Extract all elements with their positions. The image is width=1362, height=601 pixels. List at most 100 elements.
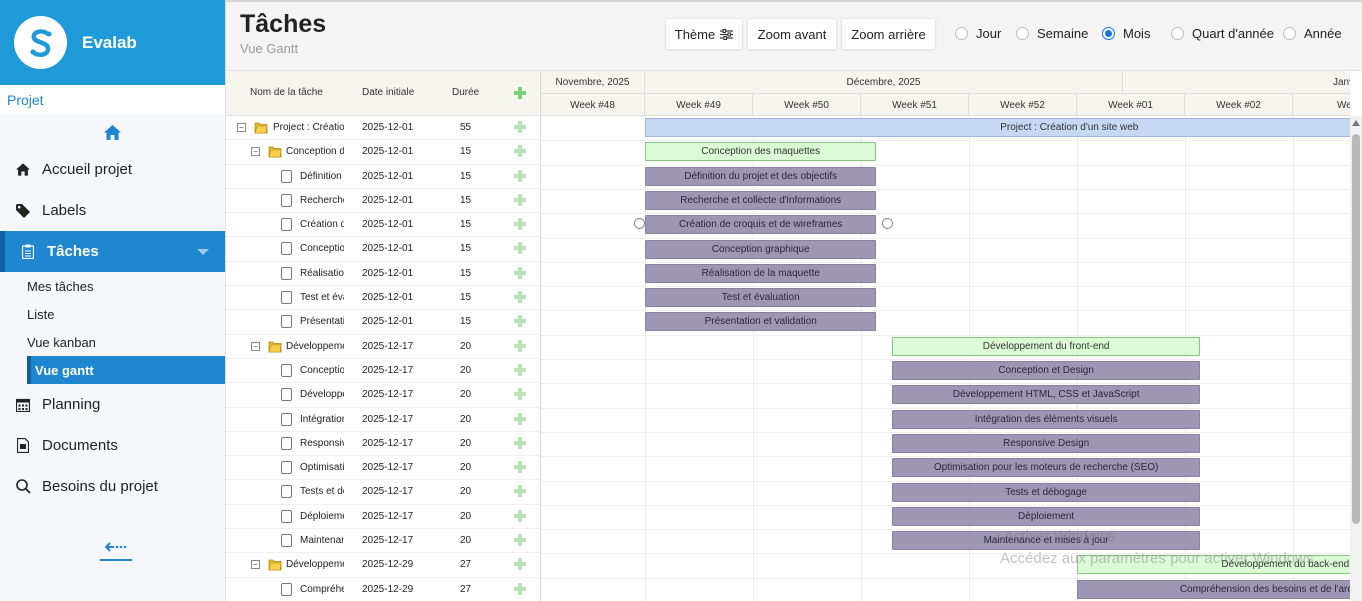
zoom-out-button[interactable]: Zoom arrière [841,18,936,50]
add-subtask-icon[interactable] [514,266,526,279]
task-row[interactable]: Tests et débogage 2025-12-17 20 [226,480,540,505]
task-bar[interactable]: Tests et débogage [891,482,1201,502]
subnav-liste[interactable]: Liste [27,306,55,322]
scroll-up-icon[interactable] [1352,120,1360,126]
nav-item-besoins-du-projet[interactable]: Besoins du projet [0,466,225,507]
collapse-toggle-icon[interactable]: − [251,341,260,351]
radio-dot[interactable] [1283,27,1296,40]
task-bar[interactable]: Responsive Design [891,433,1201,453]
task-row[interactable]: Conception et Design 2025-12-17 20 [226,359,540,384]
radio-dot[interactable] [1016,27,1029,40]
theme-button[interactable]: Thème [665,18,743,50]
nav-item-taches[interactable]: Tâches [0,231,225,272]
collapse-toggle-icon[interactable]: − [237,123,246,132]
add-task-icon[interactable] [514,87,526,99]
vertical-scrollbar[interactable] [1350,116,1362,601]
task-row[interactable]: Test et évaluation 2025-12-01 15 [226,286,540,311]
task-row[interactable]: Définition du projet et des objectifs 202… [226,165,540,189]
task-row[interactable]: Développement HTML, CSS et JavaScript202… [226,383,540,408]
scale-radio-annee[interactable]: Année [1283,26,1342,41]
add-subtask-icon[interactable] [514,436,526,449]
scale-radio-jour[interactable]: Jour [955,26,1001,41]
nav-item-documents[interactable]: Documents [0,425,225,466]
task-bar[interactable]: Conception et Design [891,361,1201,380]
task-row[interactable]: Création de croquis et de wireframes 2025… [226,213,540,238]
nav-item-labels[interactable]: Labels [0,190,225,231]
radio-dot[interactable] [1171,27,1184,40]
phase-bar[interactable]: Développement du front-end [891,336,1201,356]
add-subtask-icon[interactable] [514,242,526,255]
task-row[interactable]: − Conception des maquettes 2025-12-01 15 [226,140,540,165]
subnav-mes-taches[interactable]: Mes tâches [27,278,94,294]
add-subtask-icon[interactable] [514,339,526,352]
dependency-handle[interactable] [882,218,894,230]
col-header-name[interactable]: Nom de la tâche [250,87,323,98]
add-subtask-icon[interactable] [514,582,526,595]
nav-item-planning[interactable]: Planning [0,384,225,425]
task-bar[interactable]: Compréhension des besoins et de l'archit… [1077,579,1350,599]
phase-bar[interactable]: Développement du back-end [1077,555,1350,575]
task-bar[interactable]: Test et évaluation [645,288,877,308]
subnav-vue-gantt[interactable]: Vue gantt [27,356,225,384]
nav-item-accueil-projet[interactable]: Accueil projet [0,149,225,190]
add-subtask-icon[interactable] [514,558,526,571]
task-row[interactable]: Conception graphique 2025-12-01 15 [226,237,540,262]
project-bar[interactable]: Project : Création d'un site web [645,118,1350,137]
task-bar[interactable]: Déploiement [891,506,1201,526]
add-subtask-icon[interactable] [514,121,526,133]
home-button[interactable] [0,115,225,149]
add-subtask-icon[interactable] [514,291,526,304]
zoom-in-button[interactable]: Zoom avant [747,18,837,50]
task-bar[interactable]: Développement HTML, CSS et JavaScript [891,385,1201,405]
chevron-down-icon[interactable] [197,248,209,255]
task-bar[interactable]: Réalisation de la maquette [645,263,877,283]
collapse-toggle-icon[interactable]: − [251,147,260,157]
task-bar[interactable]: Conception graphique [645,239,877,259]
task-row[interactable]: − Project : Création d'un site web 2025-12… [226,116,540,141]
brand-header[interactable]: Evalab [0,0,225,85]
col-header-start[interactable]: Date initiale [362,87,415,98]
task-bar[interactable]: Recherche et collecte d'informations [645,190,877,210]
task-bar[interactable]: Présentation et validation [645,312,877,332]
collapse-sidebar-button[interactable] [100,537,132,565]
add-subtask-icon[interactable] [514,218,526,231]
add-subtask-icon[interactable] [514,485,526,498]
task-row[interactable]: Compréhension des besoins et de l'archit… [226,578,540,601]
scale-radio-semaine[interactable]: Semaine [1016,26,1088,41]
add-subtask-icon[interactable] [514,315,526,328]
task-row[interactable]: Réalisation de la maquette 2025-12-01 15 [226,262,540,287]
add-subtask-icon[interactable] [514,412,526,425]
task-row[interactable]: Maintenance et mises à jour 2025-12-17 20 [226,529,540,554]
task-bar[interactable]: Création de croquis et de wireframes [645,215,877,235]
task-row[interactable]: Optimisation pour les moteurs de recherc… [226,456,540,481]
task-row[interactable]: Intégration des éléments visuels 2025-12-… [226,408,540,432]
task-bar[interactable]: Intégration des éléments visuels [891,409,1201,429]
task-bar[interactable]: Définition du projet et des objectifs [645,166,877,186]
col-header-duration[interactable]: Durée [452,87,480,98]
projet-link[interactable]: Projet [0,85,225,115]
task-bar[interactable]: Maintenance et mises à jour [891,531,1201,551]
add-subtask-icon[interactable] [514,193,526,206]
scroll-thumb[interactable] [1352,134,1360,524]
add-subtask-icon[interactable] [514,534,526,547]
task-row[interactable]: Déploiement 2025-12-17 20 [226,505,540,530]
task-row[interactable]: Responsive Design 2025-12-17 20 [226,432,540,457]
scale-radio-quart-annee[interactable]: Quart d'année [1171,26,1274,41]
add-subtask-icon[interactable] [514,169,526,182]
phase-bar[interactable]: Conception des maquettes [645,142,877,162]
add-subtask-icon[interactable] [514,388,526,401]
collapse-toggle-icon[interactable]: − [251,560,260,570]
task-row[interactable]: − Développement du front-end 2025-12-17 20 [226,335,540,359]
radio-dot[interactable] [955,27,968,40]
add-subtask-icon[interactable] [514,509,526,522]
add-subtask-icon[interactable] [514,145,526,158]
task-bar[interactable]: Optimisation pour les moteurs de recherc… [891,458,1201,478]
task-row[interactable]: Recherche et collecte d'informations 2025… [226,189,540,214]
subnav-vue-kanban[interactable]: Vue kanban [27,334,96,350]
radio-dot[interactable] [1102,27,1115,40]
scale-radio-mois[interactable]: Mois [1102,26,1150,41]
add-subtask-icon[interactable] [514,363,526,376]
dependency-handle[interactable] [634,218,645,230]
task-row[interactable]: Présentation et validation 2025-12-01 15 [226,310,540,335]
add-subtask-icon[interactable] [514,461,526,474]
